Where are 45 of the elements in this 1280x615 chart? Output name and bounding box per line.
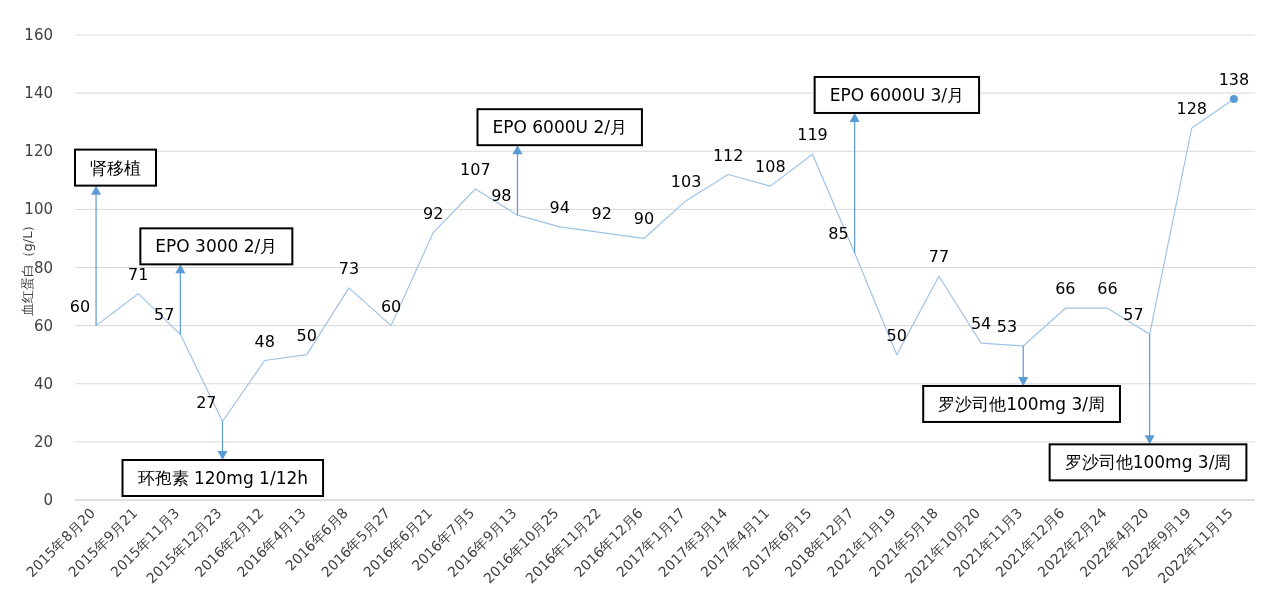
y-tick-label: 100: [24, 200, 53, 219]
data-label: 60: [380, 296, 402, 316]
data-label: 48: [254, 331, 275, 351]
data-label: 71: [128, 264, 149, 284]
data-label: 66: [1055, 279, 1076, 299]
annotation: 罗沙司他100mg 3/周: [938, 393, 1105, 414]
data-label: 128: [1176, 99, 1208, 118]
data-label: 92: [591, 203, 612, 223]
data-label: 73: [338, 258, 360, 278]
y-tick-label: 20: [33, 432, 53, 451]
data-label: 57: [154, 305, 175, 325]
data-label: 98: [491, 186, 512, 206]
data-label: 66: [1097, 279, 1118, 299]
data-label: 138: [1218, 69, 1250, 89]
y-axis-title: 血红蛋白（g/L）: [20, 218, 35, 317]
annotation: EPO 3000 2/月: [155, 236, 278, 257]
data-label: 57: [1123, 305, 1144, 325]
data-label: 54: [970, 314, 992, 334]
annotation: 环孢素 120mg 1/12h: [137, 468, 309, 488]
data-label: 85: [828, 223, 849, 243]
data-label: 27: [196, 392, 217, 412]
data-label: 53: [996, 316, 1018, 336]
data-label: 107: [460, 160, 491, 180]
data-label: 50: [296, 325, 317, 345]
y-tick-label: 80: [33, 258, 53, 277]
annotation: EPO 6000U 3/月: [829, 84, 965, 105]
y-tick-label: 60: [33, 316, 53, 335]
y-tick-label: 160: [24, 26, 53, 44]
y-tick-label: 140: [24, 84, 53, 103]
annotation: EPO 6000U 2/月: [492, 117, 627, 138]
data-label: 77: [928, 247, 950, 267]
data-label: 119: [797, 125, 828, 145]
data-label: 50: [886, 325, 907, 345]
annotation: 罗沙司他100mg 3/周: [1064, 452, 1232, 473]
data-label: 103: [670, 171, 702, 191]
y-tick-label: 0: [43, 491, 53, 509]
data-label: 60: [69, 296, 91, 316]
annotation: 肾移植: [90, 157, 141, 178]
data-label: 92: [423, 203, 444, 223]
y-tick-label: 120: [24, 142, 53, 161]
data-label: 94: [549, 197, 570, 217]
data-label: 112: [712, 145, 744, 165]
y-tick-label: 40: [33, 374, 53, 393]
data-label: 108: [755, 157, 786, 177]
data-label: 90: [633, 209, 655, 229]
